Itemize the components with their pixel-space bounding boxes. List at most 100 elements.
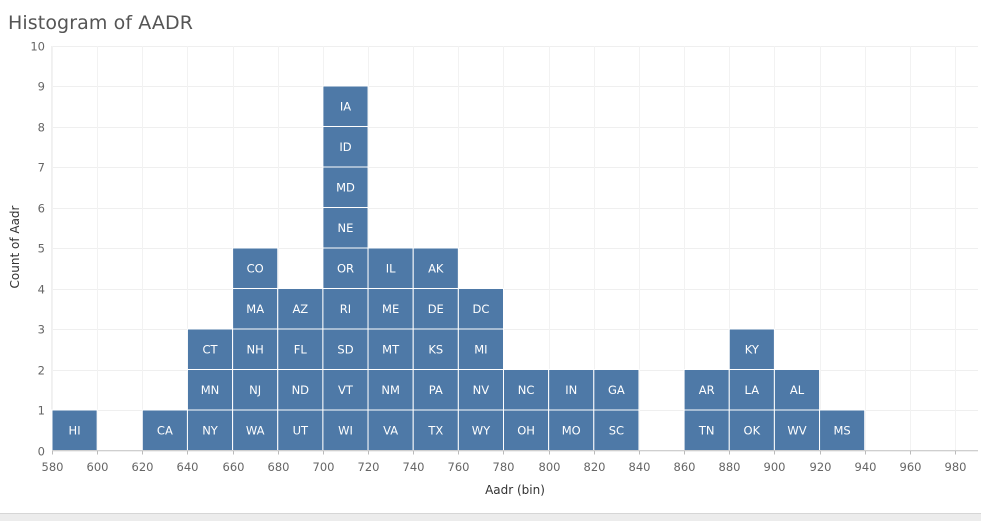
- histogram-cell: [232, 328, 279, 370]
- cell-label: HI: [69, 423, 81, 437]
- cell-label: NH: [247, 342, 264, 356]
- cell-label: SC: [609, 423, 624, 437]
- histogram-cell: [322, 85, 369, 127]
- cell-label: UT: [293, 423, 309, 437]
- x-tick-label: 820: [584, 460, 606, 474]
- x-tick-label: 940: [855, 460, 877, 474]
- cell-label: TN: [698, 423, 715, 437]
- cell-label: FL: [294, 342, 308, 356]
- x-tick-label: 620: [132, 460, 154, 474]
- y-tick-label: 0: [38, 445, 45, 459]
- histogram-cell: [728, 409, 775, 451]
- x-tick-label: 960: [900, 460, 922, 474]
- y-tick-label: 2: [38, 364, 45, 378]
- cell-label: CO: [247, 261, 264, 275]
- cell-label: DE: [428, 302, 444, 316]
- histogram-cell: [412, 409, 459, 451]
- cell-label: NV: [473, 383, 490, 397]
- cell-label: NC: [518, 383, 535, 397]
- y-tick-label: 8: [38, 121, 45, 135]
- x-tick-label: 600: [87, 460, 109, 474]
- y-tick-label: 5: [38, 242, 45, 256]
- cell-label: NJ: [249, 383, 261, 397]
- cell-label: OK: [744, 423, 761, 437]
- cell-label: NM: [381, 383, 400, 397]
- histogram-cell: [322, 247, 369, 289]
- y-tick-label: 7: [38, 161, 45, 175]
- histogram-cell: [367, 409, 414, 451]
- x-tick-label: 980: [945, 460, 967, 474]
- cell-label: MN: [201, 383, 220, 397]
- cell-label: PA: [429, 383, 443, 397]
- x-tick-label: 660: [223, 460, 245, 474]
- histogram-cell: [503, 369, 550, 411]
- histogram-cell: [232, 369, 279, 411]
- cell-label: MA: [246, 302, 264, 316]
- histogram-cell: [412, 288, 459, 330]
- cell-label: DC: [472, 302, 489, 316]
- histogram-cell: [367, 247, 414, 289]
- cell-label: KY: [745, 342, 760, 356]
- histogram-cell: [367, 288, 414, 330]
- histogram-cell: [277, 328, 324, 370]
- histogram-cell: [457, 288, 505, 330]
- y-tick-label: 9: [38, 80, 45, 94]
- chart-title: Histogram of AADR: [8, 12, 194, 34]
- cell-label: MD: [336, 180, 355, 194]
- histogram-cell: [322, 126, 369, 168]
- y-tick-label: 6: [38, 202, 45, 216]
- x-tick-label: 580: [42, 460, 64, 474]
- cell-label: VA: [383, 423, 398, 437]
- cell-label: GA: [608, 383, 625, 397]
- cell-label: ND: [292, 383, 310, 397]
- cell-label: ME: [382, 302, 399, 316]
- cell-label: MO: [562, 423, 581, 437]
- x-tick-label: 800: [539, 460, 561, 474]
- histogram-cell: [412, 247, 459, 289]
- cell-label: OH: [517, 423, 535, 437]
- cell-label: IA: [340, 99, 351, 113]
- cell-label: ID: [339, 140, 351, 154]
- cell-label: RI: [340, 302, 351, 316]
- cell-label: WV: [787, 423, 806, 437]
- y-tick-label: 1: [38, 404, 45, 418]
- cell-label: MS: [834, 423, 851, 437]
- cell-label: SD: [337, 342, 353, 356]
- histogram-cell: [819, 409, 866, 451]
- x-tick-label: 740: [403, 460, 425, 474]
- x-tick-label: 640: [177, 460, 199, 474]
- x-tick-label: 880: [719, 460, 741, 474]
- histogram-cell: [277, 369, 324, 411]
- x-tick-label: 700: [313, 460, 335, 474]
- x-tick-label: 760: [448, 460, 470, 474]
- y-tick-label: 3: [38, 323, 45, 337]
- histogram-cell: [412, 369, 459, 411]
- cell-label: AL: [790, 383, 805, 397]
- histogram-cell: [232, 288, 279, 330]
- cell-label: WI: [338, 423, 353, 437]
- histogram-cell: [457, 369, 505, 411]
- histogram-cell: [593, 409, 640, 451]
- histogram-cell: [322, 328, 369, 370]
- histogram-cell: [322, 409, 369, 451]
- cell-label: WY: [472, 423, 491, 437]
- cell-label: LA: [745, 383, 760, 397]
- cell-label: NE: [338, 221, 354, 235]
- histogram-cell: [232, 247, 279, 289]
- cell-label: MI: [474, 342, 487, 356]
- histogram-cell: [186, 328, 234, 370]
- x-tick-label: 840: [629, 460, 651, 474]
- cell-label: AZ: [292, 302, 308, 316]
- x-tick-label: 920: [810, 460, 832, 474]
- histogram-cell: [322, 369, 369, 411]
- y-axis-title: Count of Aadr: [8, 205, 22, 288]
- bottom-scroll-area: [0, 513, 981, 521]
- x-axis-title: Aadr (bin): [485, 483, 545, 497]
- histogram-cell: [728, 328, 775, 370]
- histogram-cell: [773, 369, 821, 411]
- y-tick-label: 10: [30, 40, 45, 54]
- cell-label: IL: [386, 261, 396, 275]
- histogram-cell: [728, 369, 775, 411]
- cell-label: IN: [565, 383, 577, 397]
